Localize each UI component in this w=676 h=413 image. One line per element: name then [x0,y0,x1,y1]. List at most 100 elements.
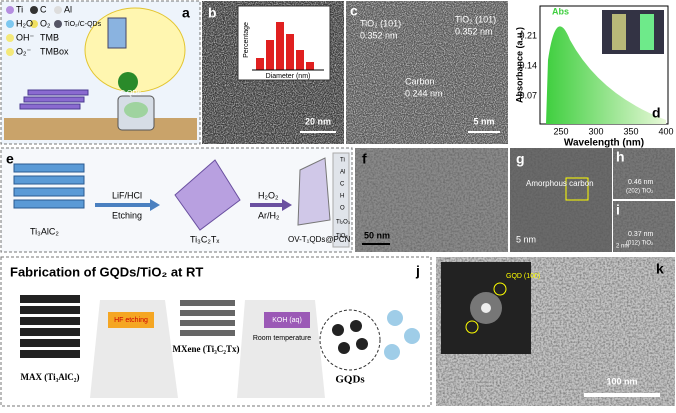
illustration-shape [180,310,235,316]
illustration-shape [180,330,235,336]
label: d [652,105,661,121]
illustration-shape [54,6,62,14]
illustration-shape [350,320,362,332]
panel-c: TiO₂ (101) 0.352 nm TiO₂ (101) 0.352 nm … [346,1,508,144]
illustration-shape [13,163,85,173]
panel-f: 50 nm f [355,148,508,252]
label: 0.14 [519,60,537,70]
label: Room temperature [253,335,311,342]
label: Ti₃C₂Tₓ [190,234,219,244]
panel-d: Abs Absorbance (a.u.) 0.21 0.14 0.07 250… [514,5,674,149]
label: e [6,151,14,167]
group [19,89,89,110]
label: 0.352 nm [455,26,493,36]
illustration-shape [387,310,403,326]
illustration-shape [124,102,148,118]
illustration-shape [20,328,80,336]
label: c [350,3,358,19]
illustration-shape [20,317,80,325]
label: LiF/HCl [112,190,142,200]
label: (202) TiO₂ [626,189,654,195]
illustration-shape [174,159,241,231]
label: Fabrication of GQDs/TiO₂ at RT [10,264,203,279]
label: Percentage [243,22,250,58]
panel-a: Ti C Al H₂O O₂ TiO₂/C-QDs OH⁻ TMB O₂⁻ TM… [0,0,201,145]
illustration-shape [346,1,508,144]
label: GQDs [335,374,365,386]
label: OV-T₁QDs@PCN [288,235,351,244]
illustration-shape [612,14,626,50]
label: TMBox [40,46,69,56]
illustration-shape [510,148,612,252]
label: C QDs [120,90,142,97]
label: 0.244 nm [405,88,443,98]
group [20,295,80,358]
label: 350 [623,126,638,136]
illustration-shape [602,10,664,54]
illustration-shape [118,72,138,92]
label: Wavelength (nm) [564,138,644,149]
illustration-shape [13,187,85,197]
illustration-shape [6,34,14,42]
group [384,310,420,360]
label: TiO₂ (101) [455,14,496,24]
label: Ti [340,158,345,164]
illustration-shape [332,152,350,248]
illustration-shape [306,62,314,70]
label: 100 nm [606,376,637,386]
illustration-shape [546,26,666,125]
illustration-shape [481,303,491,313]
panel-g: Amorphous carbon 5 nm g [510,148,612,252]
illustration-shape [6,6,14,14]
label: TiO₂ (101) [360,18,401,28]
label: Abs [552,6,569,16]
illustration-shape [150,199,160,211]
label: Carbon [405,76,435,86]
illustration-shape [282,199,292,211]
label: 5 nm [516,234,536,244]
label: O₂⁻ [16,46,31,56]
label: H [340,194,344,200]
label: 400 [658,126,673,136]
label: i [616,202,620,218]
label: 5 nm [473,116,494,126]
label: H₂O₂ [258,190,279,200]
illustration-shape [54,20,62,28]
illustration-shape [584,393,660,397]
label: TMB [40,32,59,42]
illustration-shape [384,344,400,360]
illustration-shape [13,175,85,185]
illustration-shape [296,50,304,70]
label: Etching [112,210,142,220]
label: 250 [553,126,568,136]
illustration-shape [4,118,197,140]
label: Absorbance (a.u.) [514,27,524,103]
label: OH⁻ [16,32,35,42]
illustration-shape [180,320,235,326]
illustration-shape [613,201,675,252]
label: 0.352 nm [360,30,398,40]
illustration-shape [27,89,89,96]
illustration-shape [20,339,80,347]
illustration-shape [107,17,127,49]
label: MAX (Ti₃AlC₂) [21,372,80,382]
label: 2 nm [616,244,629,250]
illustration-shape [338,342,350,354]
label: 0.07 [519,90,537,100]
label: Al [340,170,345,176]
label: Ar/H₂ [258,210,280,220]
label: b [208,5,217,21]
illustration-shape [6,20,14,28]
label: Ti [16,4,23,14]
illustration-shape [23,96,85,103]
illustration-shape [30,20,38,28]
label: GQD (100) [506,273,540,280]
illustration-shape [332,324,344,336]
label: g [516,151,525,167]
label: TiO₂/C-QDs [64,21,102,28]
illustration-shape [256,58,264,70]
label: 0.21 [519,30,537,40]
panel-i: 0.37 nm (012) TiO₂ 2 nm i [613,201,675,252]
label: O₂ [40,18,51,28]
